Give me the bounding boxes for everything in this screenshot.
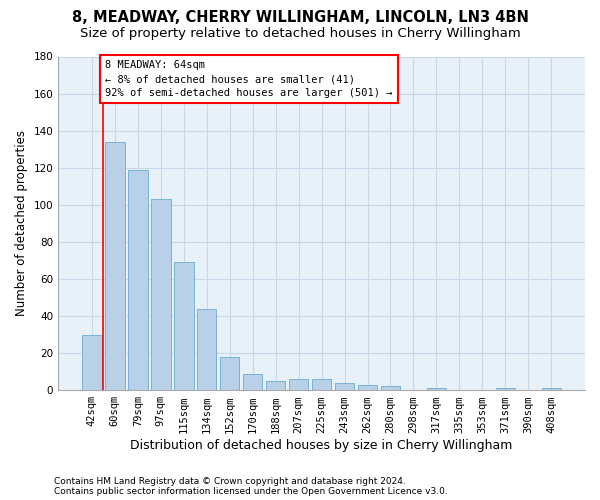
Bar — [197, 308, 217, 390]
Bar — [243, 374, 262, 390]
Bar — [289, 379, 308, 390]
Y-axis label: Number of detached properties: Number of detached properties — [15, 130, 28, 316]
Text: 8 MEADWAY: 64sqm
← 8% of detached houses are smaller (41)
92% of semi-detached h: 8 MEADWAY: 64sqm ← 8% of detached houses… — [105, 60, 392, 98]
Text: Contains public sector information licensed under the Open Government Licence v3: Contains public sector information licen… — [54, 487, 448, 496]
Text: Size of property relative to detached houses in Cherry Willingham: Size of property relative to detached ho… — [80, 28, 520, 40]
Bar — [381, 386, 400, 390]
Bar — [427, 388, 446, 390]
X-axis label: Distribution of detached houses by size in Cherry Willingham: Distribution of detached houses by size … — [130, 440, 513, 452]
Bar — [128, 170, 148, 390]
Bar — [174, 262, 194, 390]
Text: 8, MEADWAY, CHERRY WILLINGHAM, LINCOLN, LN3 4BN: 8, MEADWAY, CHERRY WILLINGHAM, LINCOLN, … — [71, 10, 529, 25]
Bar — [151, 199, 170, 390]
Bar — [335, 383, 355, 390]
Bar — [358, 384, 377, 390]
Bar — [542, 388, 561, 390]
Bar — [105, 142, 125, 390]
Bar — [82, 334, 101, 390]
Bar — [312, 379, 331, 390]
Text: Contains HM Land Registry data © Crown copyright and database right 2024.: Contains HM Land Registry data © Crown c… — [54, 477, 406, 486]
Bar — [266, 381, 286, 390]
Bar — [220, 357, 239, 390]
Bar — [496, 388, 515, 390]
